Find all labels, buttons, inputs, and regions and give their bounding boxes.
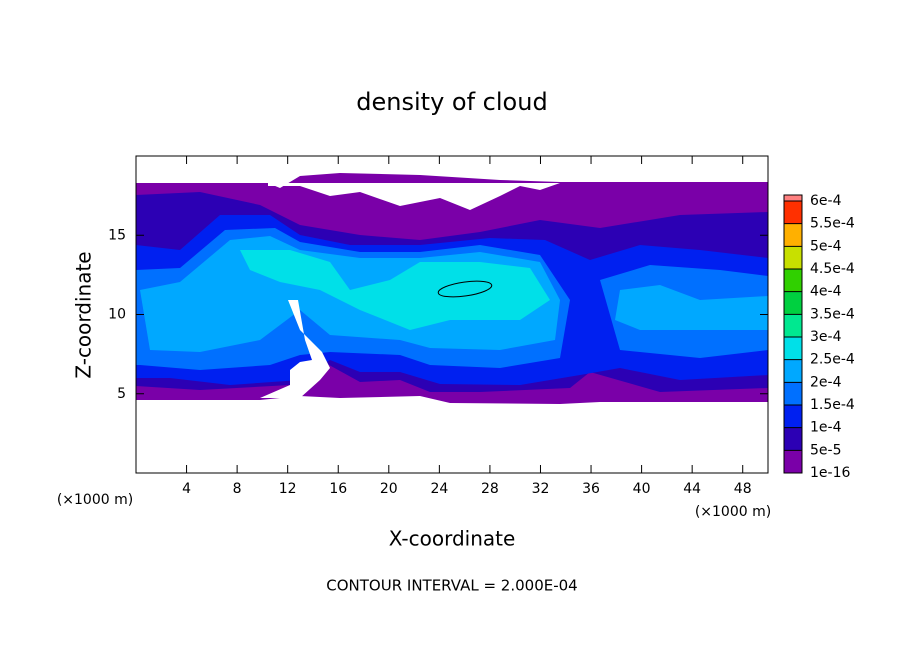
x-tick-label: 20	[380, 481, 398, 497]
colorbar-label: 2e-4	[810, 374, 842, 390]
colorbar-segment	[784, 223, 802, 247]
x-tick-label: 24	[430, 481, 448, 497]
colorbar-label: 5e-5	[810, 442, 841, 458]
colorbar-segment	[784, 337, 802, 360]
colorbar-top	[784, 195, 802, 201]
y-tick-label: 5	[117, 386, 126, 402]
colorbar-label: 6e-4	[810, 193, 842, 209]
colorbar-segment	[784, 359, 802, 383]
chart-title: density of cloud	[356, 88, 547, 116]
colorbar-segment	[784, 450, 802, 473]
x-tick-label: 28	[481, 481, 499, 497]
y-tick-label: 15	[108, 227, 126, 243]
contour-region	[260, 300, 330, 398]
colorbar-label: 1e-16	[810, 465, 850, 481]
contour-line	[437, 280, 493, 298]
x-tick-label: 8	[233, 481, 242, 497]
colorbar-segment	[784, 427, 802, 451]
colorbar-label: 1.5e-4	[810, 397, 855, 413]
colorbar-label: 4.5e-4	[810, 261, 855, 277]
colorbar-label: 3.5e-4	[810, 306, 855, 322]
colorbar-label: 2.5e-4	[810, 352, 855, 368]
x-tick-label: 48	[734, 481, 752, 497]
x-tick-label: 4	[182, 481, 191, 497]
colorbar-label: 3e-4	[810, 329, 842, 345]
y-tick-label: 10	[108, 307, 126, 323]
colorbar-segment	[784, 201, 802, 224]
x-unit-label: (×1000 m)	[57, 492, 133, 508]
colorbar-label: 4e-4	[810, 284, 842, 300]
x-tick-label: 12	[279, 481, 297, 497]
colorbar-segment	[784, 314, 802, 337]
x-tick-label: 36	[582, 481, 600, 497]
contour-region	[240, 250, 550, 330]
x-axis-label: X-coordinate	[389, 527, 516, 551]
colorbar-label: 1e-4	[810, 420, 842, 436]
contour-region	[268, 183, 560, 210]
x-unit-label: (×1000 m)	[695, 504, 771, 520]
colorbar-segment	[784, 405, 802, 428]
x-tick-label: 44	[683, 481, 701, 497]
contour-field	[136, 173, 768, 404]
x-tick-label: 40	[633, 481, 651, 497]
y-axis-label: Z-coordinate	[72, 251, 96, 378]
colorbar-segment	[784, 382, 802, 405]
x-tick-label: 32	[532, 481, 550, 497]
colorbar-label: 5e-4	[810, 238, 842, 254]
colorbar-segment	[784, 246, 802, 269]
footnote: CONTOUR INTERVAL = 2.000E-04	[326, 577, 577, 595]
colorbar-segment	[784, 269, 802, 292]
colorbar-label: 5.5e-4	[810, 216, 855, 232]
colorbar-segment	[784, 291, 802, 315]
x-tick-label: 16	[329, 481, 347, 497]
